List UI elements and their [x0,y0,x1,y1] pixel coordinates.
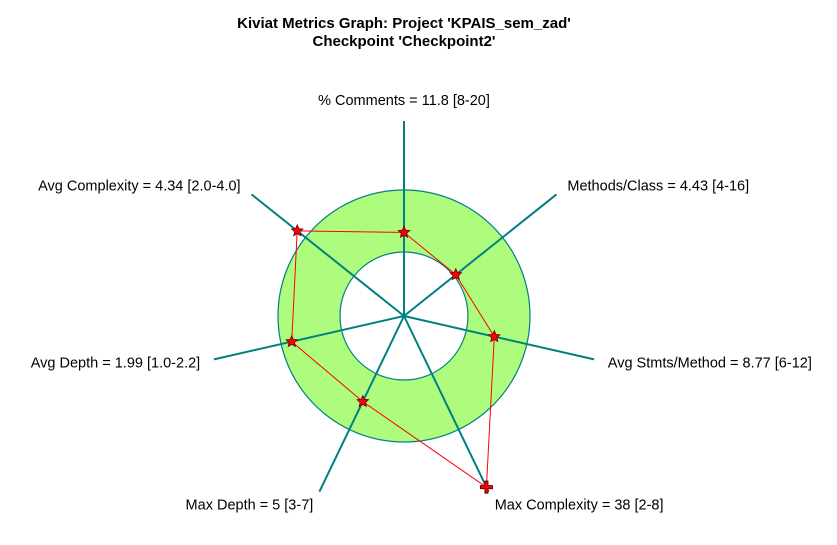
axis-line [213,315,405,361]
data-point-marker [449,267,463,281]
axis-labels-layer: % Comments = 11.8 [8-20] Methods/Class = … [31,93,812,513]
data-point-marker [285,334,299,348]
axis-label: % Comments = 11.8 [8-20] [318,93,490,109]
data-point-marker [290,223,304,237]
axis-label: Avg Stmts/Method = 8.77 [6-12] [608,356,812,372]
data-point-marker [479,480,493,494]
data-point-marker [487,329,501,343]
axis-label: Max Complexity = 38 [2-8] [495,497,664,513]
chart-subtitle: Checkpoint 'Checkpoint2' [313,33,496,50]
axis-label: Methods/Class = 4.43 [4-16] [567,179,749,195]
metric-polygon [291,230,495,489]
axis-label: Avg Depth = 1.99 [1.0-2.2] [31,356,200,372]
data-point-marker [356,394,370,408]
markers-layer [285,223,501,494]
axes-layer [213,121,595,493]
axis-label: Avg Complexity = 4.34 [2.0-4.0] [38,179,240,195]
axis-line [403,315,490,493]
chart-title: Kiviat Metrics Graph: Project 'KPAIS_sem… [237,15,571,32]
axis-line [250,193,405,317]
axis-label: Max Depth = 5 [3-7] [186,497,314,513]
axis-line [403,193,558,317]
normal-range-band [277,189,531,443]
axis-line [403,315,595,361]
data-point-marker [397,225,411,239]
